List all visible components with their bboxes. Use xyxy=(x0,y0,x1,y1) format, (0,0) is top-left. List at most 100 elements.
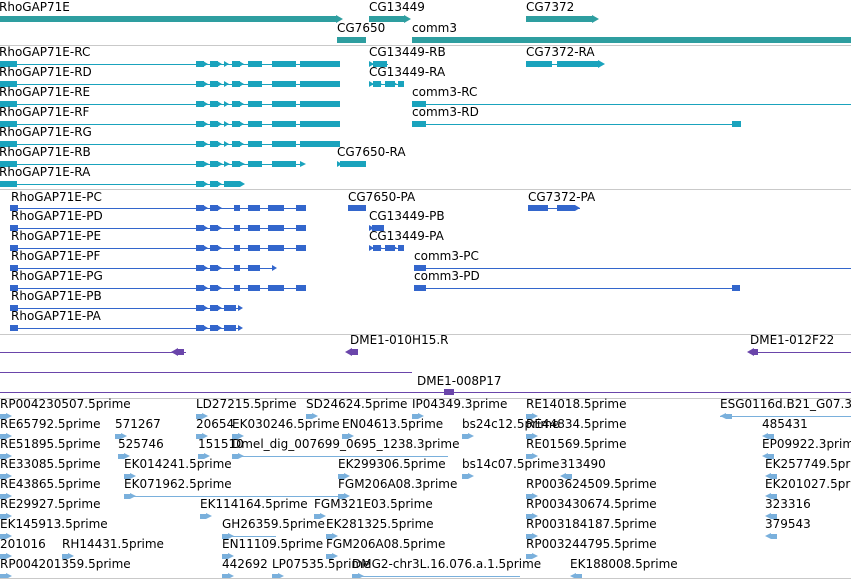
rhogap71e-rc-exon[interactable] xyxy=(300,61,340,67)
est-ek030246-5prime-label[interactable]: EK030246.5prime xyxy=(232,417,340,431)
rhogap71e-pe-exon[interactable] xyxy=(234,245,240,251)
est-lp07535-5prime-exon[interactable] xyxy=(272,573,278,579)
comm3-pd-exon[interactable] xyxy=(414,285,426,291)
est-313490-exon[interactable] xyxy=(566,473,572,479)
est-ep09922-3prime-label[interactable]: EP09922.3prime xyxy=(762,437,851,451)
rhogap71e-pc-exon[interactable] xyxy=(234,205,240,211)
rhogap71e-pc-label[interactable]: RhoGAP71E-PC xyxy=(11,190,102,204)
est-485431-exon[interactable] xyxy=(768,433,774,439)
est-323316-exon[interactable] xyxy=(771,513,777,519)
est-rp004230507-5prime-label[interactable]: RP004230507.5prime xyxy=(0,397,131,411)
est-re43865-5prime-label[interactable]: RE43865.5prime xyxy=(0,477,101,491)
rhogap71e-pg-label[interactable]: RhoGAP71E-PG xyxy=(11,269,103,283)
est-ip04349-3prime-label[interactable]: IP04349.3prime xyxy=(412,397,508,411)
rhogap71e-re-exon[interactable] xyxy=(300,101,340,107)
est-ld27215-5prime-exon[interactable] xyxy=(196,413,202,419)
est-ek014241-5prime-label[interactable]: EK014241.5prime xyxy=(124,457,232,471)
est-fgm206a08-5prime-exon[interactable] xyxy=(326,553,332,559)
rhogap71e-rb-exon[interactable] xyxy=(248,161,262,167)
rhogap71e-rd-exon[interactable] xyxy=(0,81,17,87)
cg13449-rb-label[interactable]: CG13449-RB xyxy=(369,45,446,59)
cg13449-ra-label[interactable]: CG13449-RA xyxy=(369,65,446,79)
cg13449-pa-exon[interactable] xyxy=(398,245,404,251)
cg7372-pa-label[interactable]: CG7372-PA xyxy=(528,190,596,204)
rhogap71e-pc-exon[interactable] xyxy=(248,205,260,211)
rhogap71e-pd-exon[interactable] xyxy=(234,225,240,231)
cg13449-label[interactable]: CG13449 xyxy=(369,0,425,14)
est-re14018-5prime-exon[interactable] xyxy=(526,413,532,419)
est-re14018-5prime-label[interactable]: RE14018.5prime xyxy=(526,397,627,411)
rhogap71e-rd-label[interactable]: RhoGAP71E-RD xyxy=(0,65,92,79)
est-dmel-dig-007699-0695-1238-3prime-exon[interactable] xyxy=(232,453,238,459)
rhogap71e-rc-exon[interactable] xyxy=(248,61,262,67)
est-ip04349-3prime-exon[interactable] xyxy=(412,413,418,419)
est-fgm206a08-3prime-exon[interactable] xyxy=(338,493,344,499)
est-en11109-5prime-label[interactable]: EN11109.5prime xyxy=(222,537,324,551)
est-ek188008-5prime-label[interactable]: EK188008.5prime xyxy=(570,557,678,571)
est-ek014241-5prime-exon[interactable] xyxy=(124,473,130,479)
est-fgm321e03-5prime-label[interactable]: FGM321E03.5prime xyxy=(314,497,433,511)
est-dmel-dig-007699-0695-1238-3prime-label[interactable]: Dmel_dig_007699_0695_1238.3prime xyxy=(232,437,460,451)
est-re51895-5prime-label[interactable]: RE51895.5prime xyxy=(0,437,101,451)
est-ek114164-5prime-exon[interactable] xyxy=(200,513,206,519)
cg7372-pa-exon[interactable] xyxy=(557,205,575,211)
rhogap71e-label[interactable]: RhoGAP71E xyxy=(0,0,70,14)
rhogap71e-pd-exon[interactable] xyxy=(248,225,260,231)
est-re51895-5prime-exon[interactable] xyxy=(0,453,6,459)
est-esg0116d-b21-g07-3-exon[interactable] xyxy=(726,413,732,419)
est-re44834-5prime-label[interactable]: RE44834.5prime xyxy=(526,417,627,431)
est-ek281325-5prime-exon[interactable] xyxy=(326,533,332,539)
rhogap71e-rd-exon[interactable] xyxy=(248,81,262,87)
dme1-010h15-r-exon[interactable] xyxy=(350,349,358,355)
est-ek114164-5prime-label[interactable]: EK114164.5prime xyxy=(200,497,308,511)
rhogap71e-ra-exon[interactable] xyxy=(0,181,17,187)
rhogap71e-pe-label[interactable]: RhoGAP71E-PE xyxy=(11,229,102,243)
est-ep09922-3prime-exon[interactable] xyxy=(768,453,774,459)
rhogap71e-rb-label[interactable]: RhoGAP71E-RB xyxy=(0,145,91,159)
est-dmg2-chr3l-16-076-a-1-5prime-label[interactable]: DMG2-chr3L.16.076.a.1.5prime xyxy=(352,557,542,571)
cg7372-ra-label[interactable]: CG7372-RA xyxy=(526,45,595,59)
cg7372-pa-exon[interactable] xyxy=(528,205,548,211)
comm3-pc-label[interactable]: comm3-PC xyxy=(414,249,479,263)
est-rp004201359-5prime-label[interactable]: RP004201359.5prime xyxy=(0,557,131,571)
est-rp003184187-5prime-label[interactable]: RP003184187.5prime xyxy=(526,517,657,531)
rhogap71e-re-label[interactable]: RhoGAP71E-RE xyxy=(0,85,91,99)
est-rp004230507-5prime-exon[interactable] xyxy=(0,413,6,419)
est-ek145913-5prime-exon[interactable] xyxy=(0,533,6,539)
cg7650-ra-exon[interactable] xyxy=(340,161,366,167)
comm3-rc-exon[interactable] xyxy=(412,101,426,107)
comm3-rd-exon[interactable] xyxy=(732,121,741,127)
est-en04613-5prime-exon[interactable] xyxy=(342,433,348,439)
est-ek299306-5prime-exon[interactable] xyxy=(338,473,344,479)
est-bs24c12-5prime-label[interactable]: bs24c12.5prime xyxy=(462,417,560,431)
cg7650-exon[interactable] xyxy=(337,37,366,43)
est-201016-exon[interactable] xyxy=(0,553,6,559)
rhogap71e-rc-exon[interactable] xyxy=(0,61,17,67)
est-379543-exon[interactable] xyxy=(771,533,777,539)
est-esg0116d-b21-g07-3-label[interactable]: ESG0116d.B21_G07.3 xyxy=(720,397,851,411)
rhogap71e-rg-exon[interactable] xyxy=(272,141,296,147)
dme1-012f22-exon[interactable] xyxy=(752,349,758,355)
rhogap71e-re-exon[interactable] xyxy=(272,101,296,107)
rhogap71e-rf-label[interactable]: RhoGAP71E-RF xyxy=(0,105,90,119)
comm3-rc-label[interactable]: comm3-RC xyxy=(412,85,478,99)
dme1-010h15-r-label[interactable]: DME1-010H15.R xyxy=(350,333,449,347)
est-20654-exon[interactable] xyxy=(196,433,202,439)
est-ek201027-5prime-label[interactable]: EK201027.5prime xyxy=(765,477,851,491)
cg13449-exon[interactable] xyxy=(369,16,404,22)
est-442692-exon[interactable] xyxy=(222,573,228,579)
est-re65792-5prime-label[interactable]: RE65792.5prime xyxy=(0,417,101,431)
rhogap71e-pf-exon[interactable] xyxy=(234,265,240,271)
dme1-008p17-label[interactable]: DME1-008P17 xyxy=(417,374,502,388)
rhogap71e-pd-label[interactable]: RhoGAP71E-PD xyxy=(11,209,103,223)
est-re44834-5prime-exon[interactable] xyxy=(526,433,532,439)
rhogap71e-ra-exon[interactable] xyxy=(224,181,240,187)
cg13449-pa-exon[interactable] xyxy=(385,245,395,251)
est-re29927-5prime-exon[interactable] xyxy=(0,513,6,519)
rhogap71e-re-exon[interactable] xyxy=(0,101,17,107)
cg13449-ra-exon[interactable] xyxy=(398,81,404,87)
rhogap71e-rb-exon[interactable] xyxy=(272,161,296,167)
est-ek281325-5prime-label[interactable]: EK281325.5prime xyxy=(326,517,434,531)
est-gh26359-5prime-label[interactable]: GH26359.5prime xyxy=(222,517,325,531)
est-rp003244795-5prime-exon[interactable] xyxy=(526,553,532,559)
